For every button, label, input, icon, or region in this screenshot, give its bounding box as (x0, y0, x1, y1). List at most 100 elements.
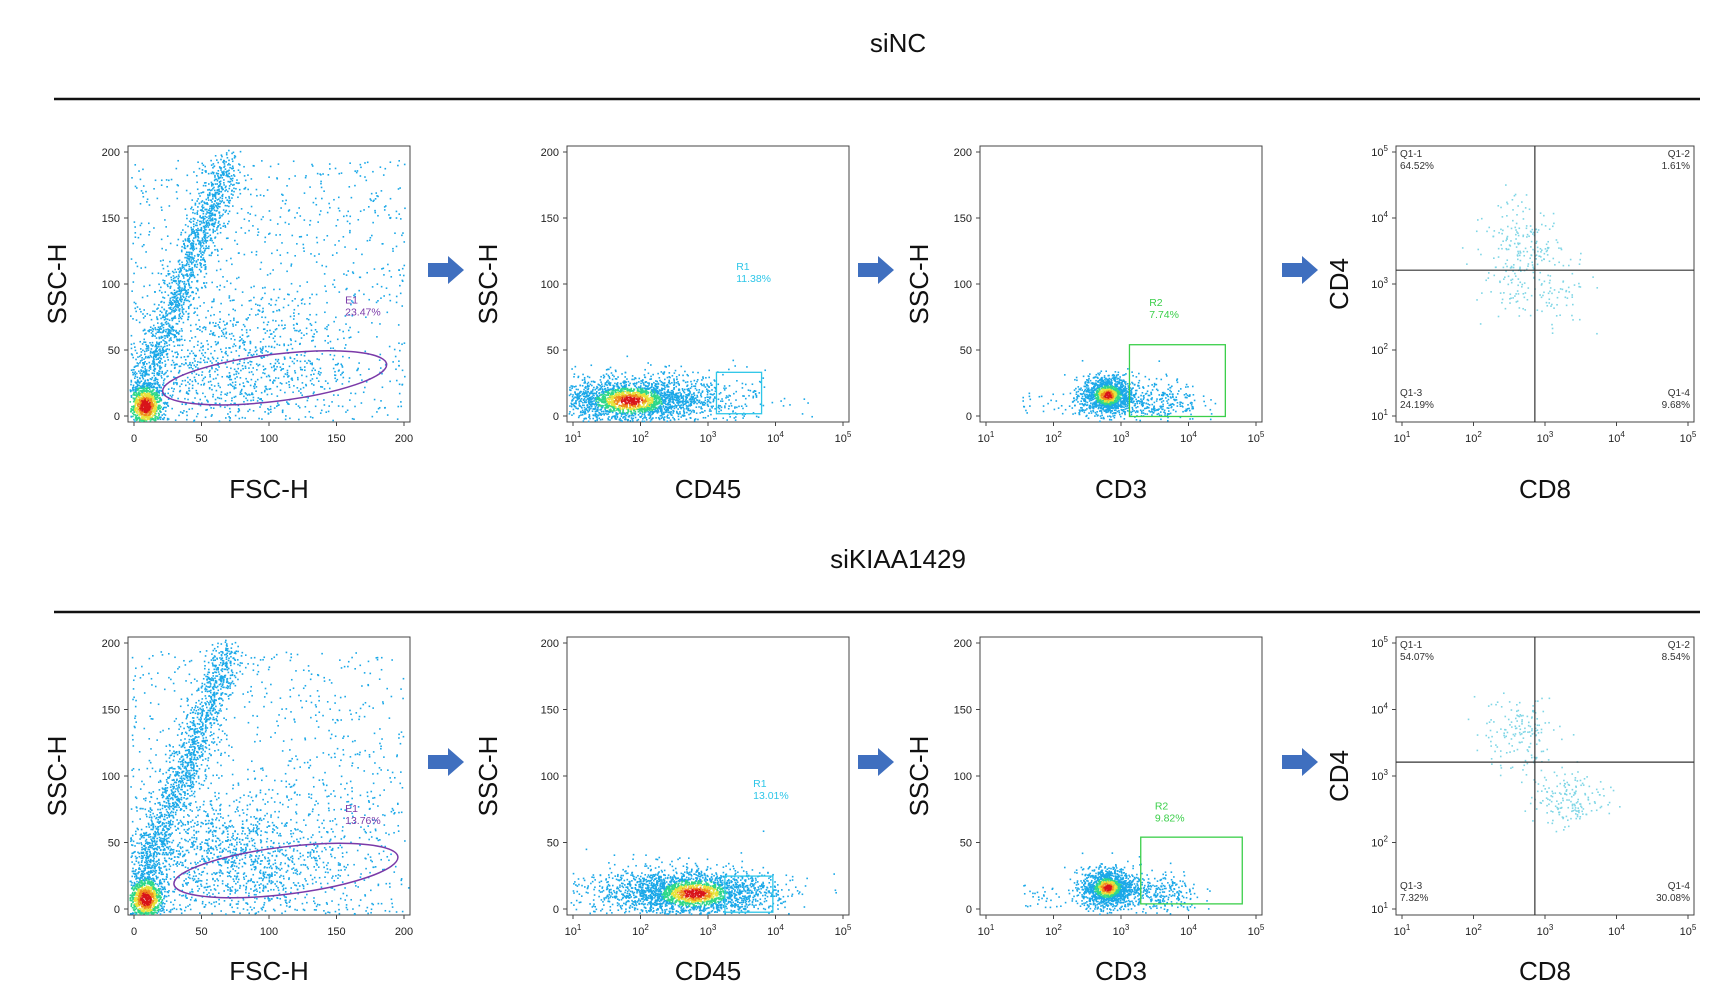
event-dot (177, 293, 179, 296)
event-dot (132, 394, 134, 396)
event-dot (150, 399, 153, 401)
event-dot (275, 377, 277, 379)
event-dot (638, 381, 640, 383)
event-dot (588, 406, 590, 409)
event-dot (226, 359, 229, 361)
event-dot (152, 365, 155, 368)
event-dot (222, 174, 225, 176)
event-dot (590, 404, 592, 407)
event-dot (277, 163, 280, 165)
event-dot (381, 386, 384, 389)
event-dot (283, 344, 285, 347)
event-dot (145, 362, 148, 365)
event-dot (229, 282, 232, 285)
event-dot (157, 384, 160, 386)
event-dot (219, 268, 222, 271)
event-dot (279, 366, 282, 368)
event-dot (213, 300, 215, 302)
event-dot (311, 416, 314, 419)
event-dot (269, 405, 272, 408)
event-dot (185, 418, 188, 421)
event-dot (164, 410, 167, 412)
event-dot (186, 414, 188, 417)
event-dot (155, 412, 157, 415)
event-dot (201, 172, 203, 174)
event-dot (288, 384, 291, 386)
event-dot (219, 200, 221, 202)
event-dot (203, 302, 205, 304)
event-dot (140, 267, 143, 269)
event-dot (187, 393, 190, 395)
event-dot (139, 390, 141, 392)
event-dot (688, 404, 690, 407)
event-dot (218, 397, 221, 400)
event-dot (698, 389, 701, 391)
event-dot (136, 401, 139, 404)
event-dot (130, 347, 133, 350)
event-dot (148, 386, 151, 389)
event-dot (274, 320, 277, 322)
event-dot (148, 388, 151, 391)
event-dot (400, 401, 402, 403)
event-dot (650, 375, 652, 378)
event-dot (392, 361, 394, 363)
event-dot (623, 385, 626, 388)
event-dot (132, 356, 135, 359)
event-dot (186, 293, 189, 295)
event-dot (138, 387, 141, 389)
event-dot (150, 378, 153, 381)
event-dot (134, 408, 136, 410)
event-dot (200, 270, 202, 273)
event-dot (259, 398, 261, 400)
event-dot (363, 293, 365, 296)
event-dot (140, 222, 143, 225)
event-dot (384, 364, 387, 366)
event-dot (214, 370, 216, 373)
event-dot (613, 385, 616, 387)
event-dot (208, 223, 211, 225)
event-dot (284, 373, 287, 375)
event-dot (212, 195, 214, 198)
event-dot (180, 250, 183, 253)
event-dot (256, 353, 258, 356)
event-dot (229, 378, 231, 381)
event-dot (211, 209, 213, 211)
event-dot (183, 268, 186, 270)
event-dot (193, 171, 195, 173)
event-dot (136, 352, 138, 354)
event-dot (364, 162, 366, 164)
event-dot (611, 387, 614, 390)
event-dot (159, 331, 162, 334)
event-dot (379, 166, 382, 168)
event-dot (191, 268, 194, 271)
event-dot (216, 179, 219, 182)
event-dot (170, 337, 172, 339)
event-dot (347, 329, 350, 332)
event-dot (200, 383, 203, 386)
event-dot (608, 403, 610, 405)
event-dot (142, 370, 144, 372)
event-dot (191, 199, 194, 201)
event-dot (132, 386, 135, 388)
event-dot (172, 277, 175, 280)
event-dot (164, 321, 167, 324)
event-dot (637, 410, 640, 413)
event-dot (621, 407, 624, 409)
event-dot (375, 301, 378, 304)
event-dot (243, 358, 246, 361)
event-dot (596, 394, 599, 397)
event-dot (157, 343, 159, 345)
event-dot (605, 398, 608, 400)
event-dot (178, 370, 181, 373)
event-dot (238, 409, 241, 412)
event-dot (183, 299, 186, 302)
event-dot (184, 238, 187, 240)
event-dot (333, 198, 335, 201)
event-dot (265, 350, 267, 352)
event-dot (651, 399, 653, 401)
event-dot (639, 412, 642, 414)
event-dot (152, 334, 155, 337)
event-dot (173, 306, 176, 308)
event-dot (332, 394, 335, 396)
event-dot (185, 270, 188, 272)
